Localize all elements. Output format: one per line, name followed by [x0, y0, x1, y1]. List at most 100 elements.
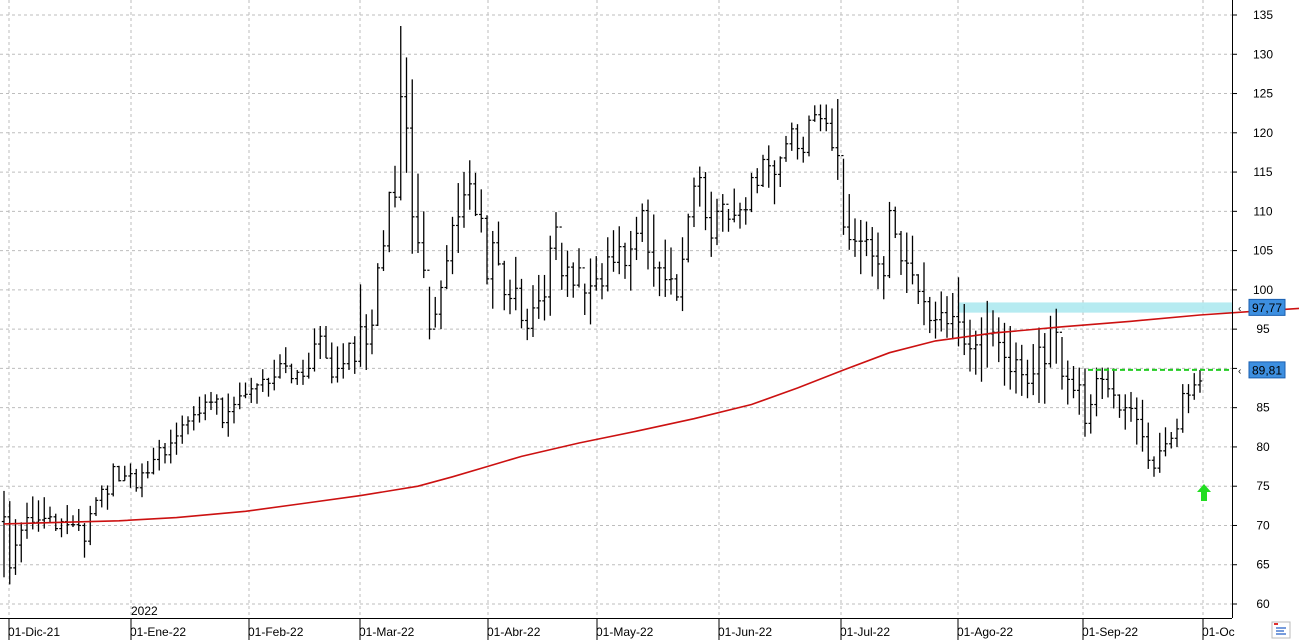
ohlc-bar — [1042, 333, 1047, 404]
ohlc-bar — [24, 502, 30, 539]
year-label: 2022 — [131, 604, 158, 618]
x-tick-label: 01-Feb-22 — [248, 625, 304, 639]
ohlc-bar — [502, 260, 507, 311]
ohlc-bar — [536, 274, 541, 319]
ohlc-bar — [1192, 373, 1197, 400]
ohlc-bar — [323, 325, 329, 359]
ohlc-bar — [939, 291, 944, 332]
x-tick-label: 01-Oc — [1202, 625, 1235, 639]
settings-icon-glyph — [1276, 627, 1286, 635]
ohlc-bar — [686, 213, 691, 263]
y-tick-label: 110 — [1253, 204, 1272, 218]
ohlc-bar — [697, 166, 702, 207]
x-tick-label: 01-Sep-22 — [1082, 625, 1138, 639]
ohlc-bar — [927, 296, 932, 334]
ohlc-bar — [1088, 394, 1093, 434]
ohlc-bar — [1140, 399, 1145, 452]
ohlc-bar — [760, 154, 766, 187]
ohlc-bar — [829, 108, 835, 151]
ohlc-bar — [358, 284, 363, 367]
ohlc-bar — [185, 416, 191, 435]
ohlc-bar — [714, 198, 720, 246]
ohlc-bar — [1157, 432, 1162, 473]
ohlc-bar — [921, 262, 927, 326]
ohlc-bar — [720, 194, 725, 232]
moving-average-layer — [3, 307, 1299, 525]
ohlc-bar — [82, 523, 87, 558]
ohlc-bar — [617, 226, 622, 275]
y-tick-label: 85 — [1256, 401, 1270, 415]
ohlc-bar — [904, 232, 909, 294]
y-tick-label: 105 — [1253, 244, 1273, 258]
ohlc-bar — [484, 215, 490, 285]
corner-widget[interactable] — [1271, 621, 1291, 639]
ohlc-bar — [553, 212, 559, 261]
y-tick-label: 130 — [1253, 47, 1273, 61]
ohlc-bar — [318, 325, 323, 359]
ohlc-bar — [456, 183, 461, 253]
ohlc-bar — [180, 415, 185, 444]
ohlc-bar — [203, 394, 208, 421]
ohlc-bar — [398, 25, 403, 201]
ohlc-bar — [571, 262, 576, 298]
ohlc-bar — [490, 230, 495, 309]
y-tick-label: 135 — [1253, 8, 1273, 22]
ohlc-bar — [1128, 391, 1134, 422]
y-tick-label: 95 — [1256, 322, 1270, 336]
ohlc-bar — [783, 135, 789, 162]
ohlc-bar — [300, 359, 306, 385]
ohlc-bar — [967, 319, 973, 372]
ohlc-bar — [1036, 327, 1042, 403]
ohlc-bar — [950, 293, 955, 340]
ohlc-bar — [709, 191, 714, 257]
price-badge: ‹ 97,77 — [1238, 298, 1286, 316]
ohlc-bar — [421, 211, 426, 279]
ohlc-bar — [944, 296, 950, 338]
ohlc-bar — [306, 352, 311, 379]
ohlc-bar — [467, 160, 472, 210]
ohlc-bar — [93, 497, 99, 517]
ohlc-bar — [582, 267, 587, 315]
ohlc-bar — [254, 383, 260, 404]
ohlc-bar — [507, 279, 513, 315]
ohlc-bar — [1025, 359, 1030, 399]
ohlc-bar — [111, 463, 116, 497]
ohlc-bar — [1117, 394, 1122, 418]
ohlc-bar — [13, 519, 18, 575]
ohlc-bar — [197, 396, 202, 423]
ohlc-bar — [916, 274, 921, 305]
price-badges: ‹ 97,77 ‹ 89,81 — [1238, 298, 1286, 379]
ohlc-bar — [352, 336, 357, 374]
ohlc-bar — [226, 393, 231, 437]
ohlc-bar — [824, 104, 829, 132]
ohlc-bar — [151, 447, 156, 475]
ohlc-bar — [1105, 367, 1111, 398]
ohlc-bar — [289, 363, 294, 384]
ohlc-bar — [1054, 308, 1059, 364]
ohlc-bar — [640, 203, 645, 242]
ohlc-bar — [588, 258, 593, 325]
ohlc-bar — [594, 256, 599, 291]
ohlc-bar — [145, 461, 150, 479]
ohlc-bar — [1174, 418, 1180, 447]
badge-pointer-icon: ‹ — [1238, 366, 1241, 377]
ohlc-bar — [1180, 384, 1185, 433]
ohlc-bar — [7, 501, 12, 585]
ohlc-bar — [231, 396, 237, 424]
ohlc-bar — [1019, 344, 1024, 396]
ohlc-bar — [283, 347, 288, 374]
ohlc-bar — [605, 237, 610, 292]
ohlc-bar — [726, 203, 731, 232]
ohlc-bar — [1065, 360, 1070, 405]
moving-average-line — [3, 307, 1299, 525]
x-tick-label: 01-Mar-22 — [359, 625, 415, 639]
ohlc-bar — [628, 230, 633, 291]
ohlc-bar — [157, 439, 162, 471]
ohlc-bar — [858, 219, 863, 275]
ohlc-bar — [266, 377, 271, 397]
ohlc-bar — [910, 235, 915, 285]
ohlc-bars — [1, 25, 1203, 585]
y-tick-label: 60 — [1256, 597, 1270, 611]
ohlc-bar — [576, 248, 582, 288]
ohlc-bar — [19, 522, 24, 563]
